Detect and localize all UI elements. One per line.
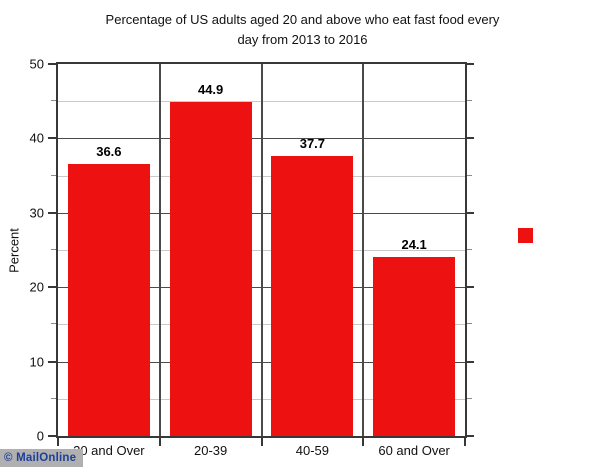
plot-area — [56, 62, 467, 438]
y-tick-label: 40 — [29, 130, 44, 146]
y-axis-tick-right — [467, 63, 474, 65]
bar-value-label: 36.6 — [96, 143, 122, 159]
bar-value-label: 37.7 — [299, 135, 326, 151]
bar-value-label: 24.1 — [401, 236, 427, 252]
watermark-text: © MailOnline — [4, 452, 77, 464]
y-axis-tick-right — [467, 397, 472, 399]
y-tick-label: 30 — [29, 205, 44, 221]
bar-value-label: 44.9 — [197, 81, 224, 97]
y-axis-tick-right — [467, 174, 472, 176]
y-axis-tick-left — [48, 63, 56, 65]
y-axis-tick-left — [48, 435, 56, 437]
y-axis-tick-left — [51, 249, 56, 250]
chart-title-line: Percentage of US adults aged 20 and abov… — [105, 12, 500, 27]
y-axis-tick-left — [48, 137, 56, 140]
y-tick-label: 20 — [29, 279, 44, 295]
chart-title: Percentage of US adults aged 20 and abov… — [0, 10, 605, 49]
x-axis-tick — [57, 438, 59, 446]
y-axis-tick-right — [467, 100, 472, 102]
bar-20-39 — [169, 101, 252, 436]
x-axis-tick — [464, 438, 466, 446]
y-tick-label: 50 — [29, 56, 44, 72]
bar-40-59 — [271, 155, 354, 436]
x-axis-tick — [158, 438, 161, 446]
x-axis-tick — [260, 438, 263, 446]
y-axis-tick-right — [467, 360, 474, 363]
y-axis-tick-left — [51, 397, 56, 399]
y-axis-tick-left — [51, 100, 56, 102]
bar-20-and-over — [67, 163, 150, 436]
y-tick-label: 10 — [29, 354, 44, 370]
y-axis-tick-right — [467, 249, 472, 250]
x-axis-tick — [362, 438, 365, 446]
x-category-label: 40-59 — [295, 443, 329, 458]
bar-60-and-over — [373, 256, 456, 436]
y-axis-tick-right — [467, 286, 474, 289]
category-divider — [260, 64, 263, 436]
y-axis-tick-left — [48, 211, 56, 214]
y-axis-tick-right — [467, 137, 474, 140]
y-tick-label: 0 — [36, 428, 44, 444]
chart-title-line: day from 2013 to 2016 — [237, 31, 368, 47]
category-divider — [362, 64, 365, 436]
x-category-label: 20-39 — [194, 443, 228, 458]
x-category-label: 60 and Over — [378, 443, 450, 458]
legend-marker — [518, 228, 533, 243]
y-axis-tick-right — [467, 323, 472, 325]
y-axis-tick-left — [51, 174, 56, 176]
y-axis-tick-right — [467, 435, 474, 437]
x-category-label: 20 and Over — [73, 443, 145, 458]
y-axis-tick-left — [51, 323, 56, 325]
y-axis-tick-left — [48, 286, 56, 289]
y-axis-tick-left — [48, 360, 56, 363]
watermark: © MailOnline — [0, 449, 84, 467]
category-divider — [158, 64, 161, 436]
y-axis-tick-right — [467, 211, 474, 214]
